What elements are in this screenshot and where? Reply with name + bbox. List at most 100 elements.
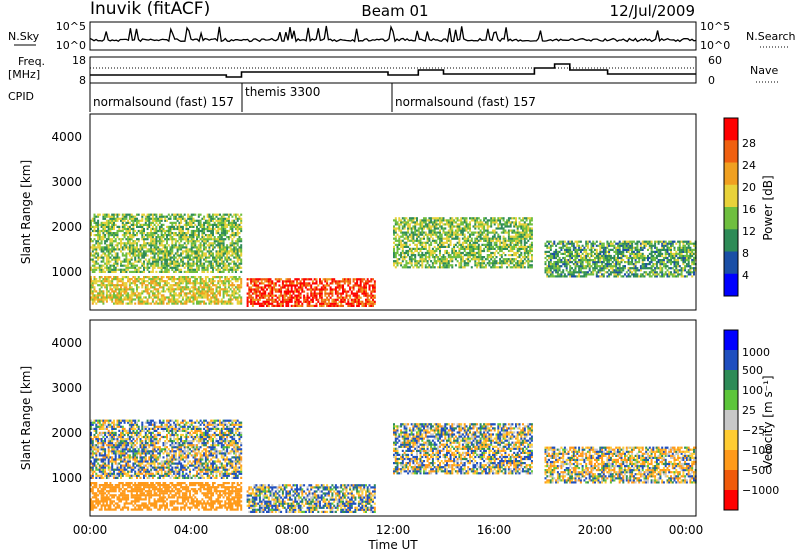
heatmap-cell: [411, 260, 413, 262]
heatmap-cell: [511, 248, 513, 250]
heatmap-cell: [414, 256, 416, 258]
heatmap-cell: [132, 244, 134, 246]
heatmap-cell: [404, 219, 406, 221]
heatmap-cell: [287, 286, 289, 288]
heatmap-cell: [285, 278, 287, 280]
heatmap-cell: [132, 252, 134, 254]
heatmap-cell: [187, 263, 189, 265]
heatmap-cell: [289, 278, 291, 280]
heatmap-cell: [111, 234, 113, 236]
heatmap-cell: [99, 242, 101, 244]
heatmap-cell: [120, 240, 122, 242]
heatmap-cell: [569, 243, 571, 245]
heatmap-cell: [152, 290, 154, 292]
heatmap-cell: [312, 282, 314, 284]
heatmap-cell: [132, 234, 134, 236]
heatmap-cell: [367, 301, 369, 303]
heatmap-cell: [129, 216, 131, 218]
heatmap-cell: [571, 251, 573, 253]
heatmap-cell: [487, 234, 489, 236]
heatmap-cell: [580, 247, 582, 249]
heatmap-cell: [425, 258, 427, 260]
heatmap-cell: [185, 282, 187, 284]
heatmap-cell: [259, 297, 261, 299]
heatmap-cell: [432, 221, 434, 223]
heatmap-cell: [201, 269, 203, 271]
heatmap-cell: [312, 305, 314, 307]
heatmap-cell: [494, 266, 496, 268]
heatmap-cell: [298, 291, 300, 293]
heatmap-cell: [155, 265, 157, 267]
heatmap-cell: [163, 224, 165, 226]
heatmap-cell: [508, 258, 510, 260]
heatmap-cell: [154, 276, 156, 278]
heatmap-cell: [180, 271, 182, 273]
heatmap-cell: [435, 221, 437, 223]
heatmap-cell: [178, 238, 180, 240]
heatmap-cell: [466, 217, 468, 219]
heatmap-cell: [291, 299, 293, 301]
heatmap-cell: [321, 293, 323, 295]
heatmap-cell: [259, 295, 261, 297]
heatmap-cell: [282, 280, 284, 282]
heatmap-cell: [529, 250, 531, 252]
heatmap-cell: [109, 294, 111, 296]
heatmap-cell: [455, 250, 457, 252]
heatmap-cell: [485, 234, 487, 236]
heatmap-cell: [191, 296, 193, 298]
heatmap-cell: [115, 267, 117, 269]
heatmap-cell: [164, 254, 166, 256]
heatmap-cell: [515, 219, 517, 221]
heatmap-cell: [134, 271, 136, 273]
heatmap-cell: [175, 252, 177, 254]
heatmap-cell: [208, 290, 210, 292]
heatmap-cell: [453, 248, 455, 250]
heatmap-cell: [196, 234, 198, 236]
heatmap-cell: [228, 218, 230, 220]
heatmap-cell: [138, 257, 140, 259]
heatmap-cell: [557, 255, 559, 257]
heatmap-cell: [462, 230, 464, 232]
heatmap-cell: [140, 230, 142, 232]
heatmap-cell: [171, 222, 173, 224]
heatmap-cell: [497, 262, 499, 264]
heatmap-cell: [129, 261, 131, 263]
heatmap-cell: [490, 262, 492, 264]
heatmap-cell: [450, 254, 452, 256]
heatmap-cell: [372, 295, 374, 297]
heatmap-cell: [282, 301, 284, 303]
heatmap-cell: [402, 227, 404, 229]
heatmap-cell: [150, 222, 152, 224]
heatmap-cell: [210, 228, 212, 230]
heatmap-cell: [441, 260, 443, 262]
heatmap-cell: [109, 240, 111, 242]
heatmap-cell: [127, 226, 129, 228]
heatmap-cell: [367, 297, 369, 299]
heatmap-cell: [109, 226, 111, 228]
heatmap-cell: [425, 219, 427, 221]
heatmap-cell: [125, 284, 127, 286]
heatmap-cell: [312, 288, 314, 290]
heatmap-cell: [237, 234, 239, 236]
heatmap-cell: [411, 262, 413, 264]
heatmap-cell: [148, 263, 150, 265]
heatmap-cell: [203, 271, 205, 273]
heatmap-cell: [145, 220, 147, 222]
heatmap-cell: [513, 258, 515, 260]
heatmap-cell: [164, 271, 166, 273]
heatmap-cell: [481, 221, 483, 223]
heatmap-cell: [111, 278, 113, 280]
heatmap-cell: [439, 223, 441, 225]
heatmap-cell: [316, 293, 318, 295]
heatmap-cell: [587, 265, 589, 267]
heatmap-cell: [217, 226, 219, 228]
heatmap-cell: [185, 276, 187, 278]
heatmap-cell: [448, 236, 450, 238]
heatmap-cell: [437, 223, 439, 225]
heatmap-cell: [363, 284, 365, 286]
heatmap-cell: [191, 238, 193, 240]
heatmap-cell: [230, 246, 232, 248]
heatmap-cell: [230, 228, 232, 230]
heatmap-cell: [212, 230, 214, 232]
heatmap-cell: [252, 297, 254, 299]
